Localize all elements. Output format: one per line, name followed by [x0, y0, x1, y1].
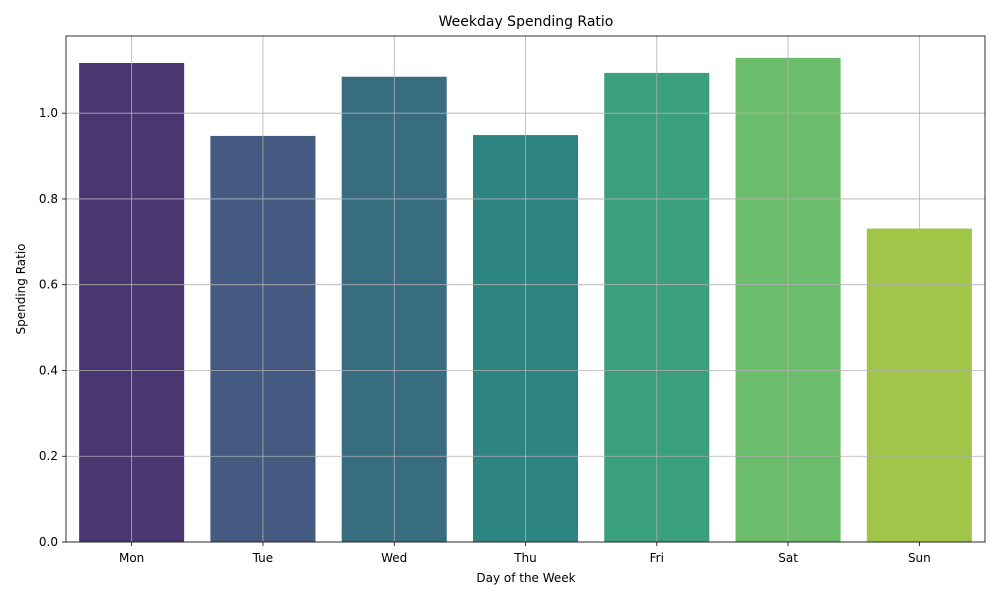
chart-title: Weekday Spending Ratio: [439, 14, 614, 30]
y-tick-label: 0.4: [39, 363, 58, 377]
x-tick-label-mon: Mon: [119, 551, 144, 565]
y-tick-label: 0.8: [39, 192, 58, 206]
y-tick-label: 1.0: [39, 106, 58, 120]
x-tick-label-fri: Fri: [650, 551, 664, 565]
grid-lines: [66, 36, 985, 543]
axes: [62, 35, 986, 546]
x-tick-label-thu: Thu: [513, 551, 537, 565]
x-tick-label-tue: Tue: [252, 551, 274, 565]
x-tick-label-sat: Sat: [778, 551, 798, 565]
x-tick-label-sun: Sun: [908, 551, 931, 565]
y-tick-label: 0.2: [39, 449, 58, 463]
x-tick-label-wed: Wed: [381, 551, 407, 565]
y-tick-label: 0.0: [39, 535, 58, 549]
x-axis-label: Day of the Week: [476, 571, 575, 585]
y-axis-label: Spending Ratio: [14, 243, 28, 334]
x-tick-labels: Mon Tue Wed Thu Fri Sat Sun: [119, 551, 931, 565]
y-tick-labels: 0.0 0.2 0.4 0.6 0.8 1.0: [39, 106, 58, 549]
y-tick-label: 0.6: [39, 278, 58, 292]
